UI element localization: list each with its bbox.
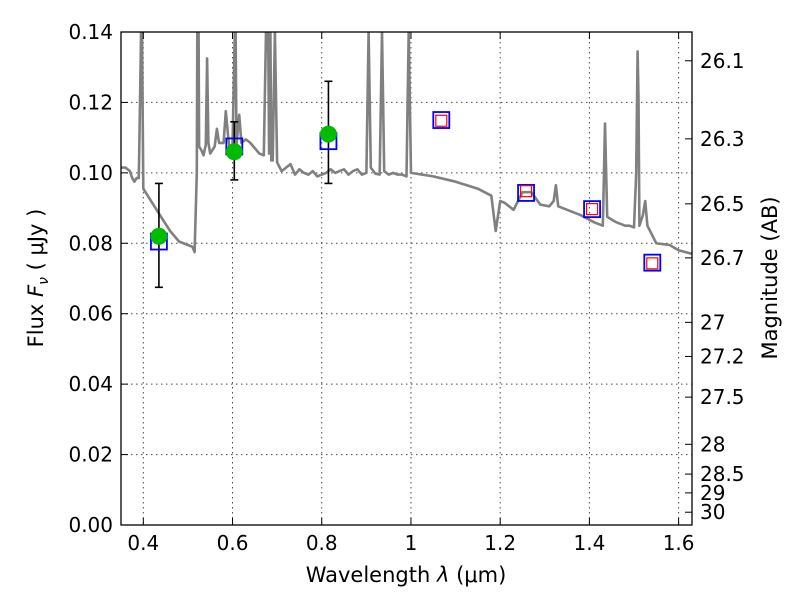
upper-limit-square <box>519 185 533 198</box>
marker-layer <box>150 111 662 272</box>
y-tick-label: 0.14 <box>68 20 113 44</box>
model-flux-square <box>432 111 451 129</box>
y2-tick-label: 27 <box>700 310 725 334</box>
y-tick-label: 0.10 <box>68 161 113 185</box>
x-tick-label: 1.2 <box>484 531 516 555</box>
x-tick-label: 0.6 <box>217 531 249 555</box>
x-tick-label: 1.6 <box>663 531 695 555</box>
model-flux-square <box>583 200 601 219</box>
plot-frame <box>120 31 693 526</box>
y2-tick-label: 26.1 <box>700 49 745 73</box>
sed-model-line <box>121 32 692 256</box>
y-tick-label: 0.08 <box>68 231 113 255</box>
observed-flux-point <box>319 125 337 143</box>
y2-tick-label: 26.5 <box>700 192 745 216</box>
observed-flux-point <box>150 227 168 245</box>
y2-tick-label: 27.2 <box>700 344 745 368</box>
upper-limit-square <box>435 114 448 127</box>
y-tick-label: 0.06 <box>68 302 113 326</box>
x-axis-title: Wavelength λ (μm) <box>306 563 507 587</box>
upper-limit-square <box>646 257 659 270</box>
x-tick-label: 0.4 <box>127 531 159 555</box>
series-layer <box>121 32 692 256</box>
y-axis-title: Flux Fν ( μJy ) <box>24 209 52 348</box>
y-tick-label: 0.00 <box>68 513 113 537</box>
upper-limit-square <box>585 203 599 216</box>
x-tick-label: 1 <box>405 531 418 555</box>
y2-tick-label: 30 <box>700 500 725 524</box>
observed-flux-point <box>225 143 243 161</box>
ticks: 0.4 0.6 0.8 1 1.2 1.4 1.6 0.00 0.02 0.04 0.06 0.08 0… <box>68 20 744 555</box>
y2-tick-label: 28.5 <box>700 462 745 486</box>
y-tick-label: 0.02 <box>68 443 113 467</box>
x-tick-label: 0.8 <box>306 531 338 555</box>
y2-tick-label: 26.7 <box>700 246 745 270</box>
model-flux-square <box>517 184 535 202</box>
x-tick-label: 1.4 <box>573 531 605 555</box>
errorbar-layer <box>154 80 333 289</box>
y2-tick-label: 28 <box>700 432 725 456</box>
y-tick-label: 0.12 <box>68 90 113 114</box>
y-tick-label: 0.04 <box>68 372 113 396</box>
model-flux-square <box>643 253 662 272</box>
y2-tick-label: 27.5 <box>700 385 745 409</box>
y2-tick-label: 29 <box>700 481 725 505</box>
y2-tick-label: 26.3 <box>700 127 745 151</box>
y2-axis-title: Magnitude (AB) <box>758 196 782 359</box>
